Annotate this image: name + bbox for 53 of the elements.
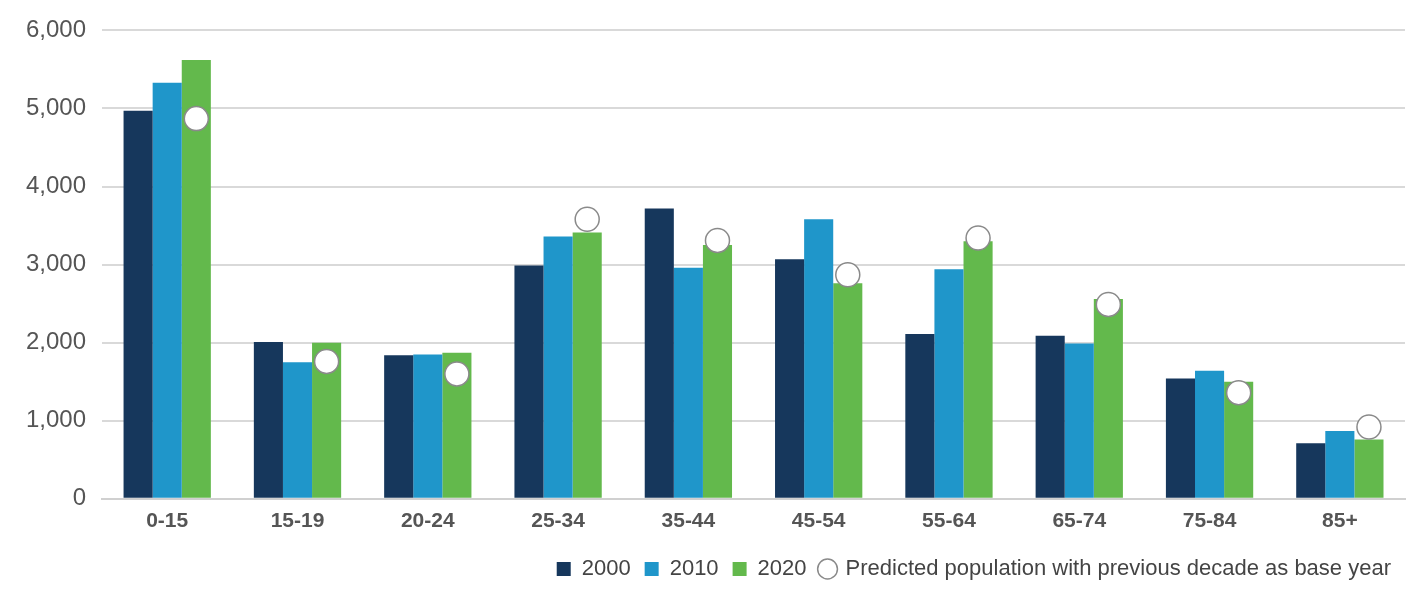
point — [1095, 291, 1122, 318]
bar — [1354, 439, 1384, 498]
bar — [1035, 335, 1065, 498]
legend-label: 2020 — [757, 555, 807, 581]
x-tick-label: 65-74 — [1052, 508, 1107, 532]
bar — [1064, 343, 1094, 498]
point — [313, 348, 340, 375]
y-tick-label: 5,000 — [26, 93, 87, 121]
legend-label: 2010 — [669, 555, 719, 581]
bar — [833, 283, 863, 498]
x-tick-label: 45-54 — [791, 508, 846, 532]
bar — [413, 354, 443, 498]
y-tick-label: 1,000 — [26, 405, 87, 433]
bar — [963, 241, 993, 498]
bar — [181, 60, 211, 498]
bar — [644, 208, 674, 498]
x-tick-label: 0-15 — [146, 508, 189, 532]
bar — [702, 245, 733, 498]
bar — [253, 341, 283, 498]
y-tick-label: 6,000 — [26, 15, 87, 43]
bar — [1195, 370, 1225, 498]
bar — [572, 232, 602, 498]
bar — [123, 110, 153, 498]
y-tick-label: 3,000 — [26, 249, 87, 277]
bar — [152, 82, 182, 498]
bar — [1165, 378, 1196, 498]
bar — [673, 267, 703, 498]
bar — [1325, 430, 1355, 498]
bar — [514, 265, 544, 498]
bar — [1093, 298, 1123, 498]
bar — [804, 219, 834, 498]
y-tick-label: 2,000 — [26, 327, 87, 355]
y-tick-label: 0 — [72, 483, 87, 511]
bar — [775, 259, 805, 498]
bar — [905, 334, 935, 498]
x-tick-label: 15-19 — [270, 508, 325, 532]
bar — [934, 269, 964, 498]
bar — [1296, 443, 1326, 498]
x-tick-label: 75-84 — [1182, 508, 1237, 532]
legend-label: Predicted population with previous decade as base year — [845, 555, 1392, 581]
x-tick-label: 20-24 — [400, 508, 455, 532]
bar — [282, 362, 313, 498]
x-tick-label: 25-34 — [531, 508, 586, 532]
legend-label: 2000 — [581, 555, 631, 581]
point — [183, 105, 210, 132]
x-tick-label: 55-64 — [922, 508, 977, 532]
x-tick-label: 35-44 — [661, 508, 716, 532]
point — [1225, 379, 1252, 406]
bar — [543, 236, 573, 498]
y-tick-label: 4,000 — [26, 171, 87, 199]
bar — [384, 355, 414, 498]
point — [444, 361, 470, 387]
x-tick-label: 85+ — [1322, 508, 1358, 532]
